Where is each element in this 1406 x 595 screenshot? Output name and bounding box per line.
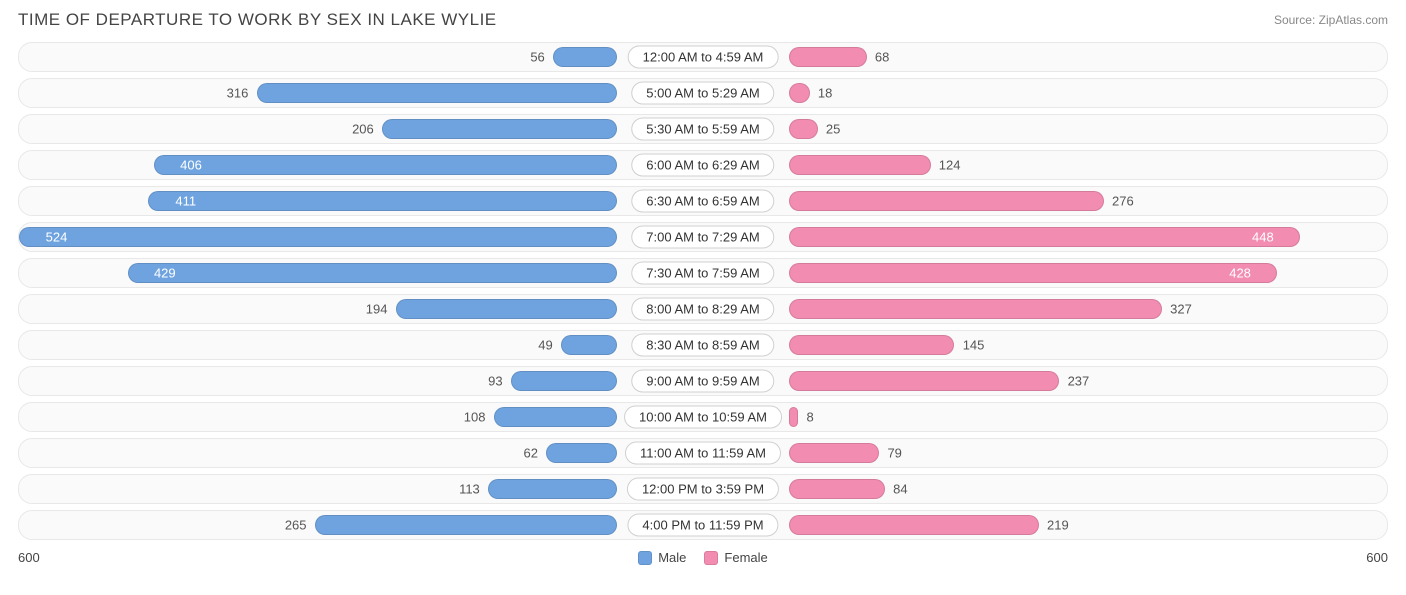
bar-female: [789, 443, 879, 463]
chart-row: 113 84 12:00 PM to 3:59 PM: [18, 474, 1388, 504]
value-male: 194: [366, 302, 388, 317]
bar-male: [561, 335, 617, 355]
chart-source: Source: ZipAtlas.com: [1274, 13, 1388, 27]
bar-female: [789, 371, 1059, 391]
value-female: 124: [939, 158, 961, 173]
bar-male: [546, 443, 617, 463]
value-female: 276: [1112, 194, 1134, 209]
bar-male: [148, 191, 617, 211]
chart-header: TIME OF DEPARTURE TO WORK BY SEX IN LAKE…: [0, 10, 1406, 42]
value-male: 411: [175, 194, 196, 209]
chart-row: 316 18 5:00 AM to 5:29 AM: [18, 78, 1388, 108]
bar-male: [257, 83, 617, 103]
chart-row: 411 276 6:30 AM to 6:59 AM: [18, 186, 1388, 216]
legend-item-female: Female: [704, 550, 767, 565]
bar-female: [789, 119, 818, 139]
value-male: 62: [523, 446, 537, 461]
value-female: 448: [1252, 230, 1274, 245]
category-label: 5:00 AM to 5:29 AM: [631, 82, 774, 105]
bar-female: [789, 407, 798, 427]
value-female: 79: [887, 446, 901, 461]
legend-item-male: Male: [638, 550, 686, 565]
category-label: 5:30 AM to 5:59 AM: [631, 118, 774, 141]
chart-row: 406 124 6:00 AM to 6:29 AM: [18, 150, 1388, 180]
value-female: 145: [963, 338, 985, 353]
category-label: 8:30 AM to 8:59 AM: [631, 334, 774, 357]
bar-female: [789, 155, 930, 175]
legend-swatch-female: [704, 551, 718, 565]
value-female: 428: [1229, 266, 1251, 281]
value-female: 8: [807, 410, 814, 425]
value-male: 206: [352, 122, 374, 137]
category-label: 9:00 AM to 9:59 AM: [631, 370, 774, 393]
bar-female: [789, 335, 954, 355]
value-male: 524: [46, 230, 68, 245]
category-label: 8:00 AM to 8:29 AM: [631, 298, 774, 321]
value-male: 56: [530, 50, 544, 65]
category-label: 12:00 AM to 4:59 AM: [628, 46, 779, 69]
value-female: 237: [1068, 374, 1090, 389]
chart-footer: 600 Male Female 600: [0, 546, 1406, 575]
legend: Male Female: [638, 550, 768, 565]
value-male: 316: [227, 86, 249, 101]
legend-swatch-male: [638, 551, 652, 565]
value-female: 68: [875, 50, 889, 65]
axis-label-right: 600: [1366, 550, 1388, 565]
value-male: 406: [180, 158, 202, 173]
chart-rows: 56 68 12:00 AM to 4:59 AM 316 18 5:00 AM to 5…: [0, 42, 1406, 540]
chart-row: 56 68 12:00 AM to 4:59 AM: [18, 42, 1388, 72]
value-male: 113: [459, 482, 480, 497]
legend-label-female: Female: [724, 550, 767, 565]
value-male: 429: [154, 266, 176, 281]
bar-female: [789, 191, 1104, 211]
bar-female: [789, 47, 867, 67]
chart-row: 49 145 8:30 AM to 8:59 AM: [18, 330, 1388, 360]
value-male: 265: [285, 518, 307, 533]
chart-title: TIME OF DEPARTURE TO WORK BY SEX IN LAKE…: [18, 10, 497, 30]
value-male: 49: [538, 338, 552, 353]
bar-female: [789, 299, 1162, 319]
bar-female: [789, 479, 885, 499]
chart-container: TIME OF DEPARTURE TO WORK BY SEX IN LAKE…: [0, 0, 1406, 575]
category-label: 7:00 AM to 7:29 AM: [631, 226, 774, 249]
chart-row: 194 327 8:00 AM to 8:29 AM: [18, 294, 1388, 324]
bar-female: [789, 227, 1300, 247]
axis-label-left: 600: [18, 550, 40, 565]
category-label: 6:30 AM to 6:59 AM: [631, 190, 774, 213]
bar-male: [488, 479, 617, 499]
chart-row: 265 219 4:00 PM to 11:59 PM: [18, 510, 1388, 540]
value-male: 108: [464, 410, 486, 425]
chart-row: 524 448 7:00 AM to 7:29 AM: [18, 222, 1388, 252]
value-female: 18: [818, 86, 832, 101]
bar-female: [789, 515, 1039, 535]
chart-row: 93 237 9:00 AM to 9:59 AM: [18, 366, 1388, 396]
value-male: 93: [488, 374, 502, 389]
category-label: 10:00 AM to 10:59 AM: [624, 406, 782, 429]
bar-male: [19, 227, 616, 247]
category-label: 4:00 PM to 11:59 PM: [627, 514, 778, 537]
chart-row: 206 25 5:30 AM to 5:59 AM: [18, 114, 1388, 144]
bar-male: [553, 47, 617, 67]
bar-female: [789, 83, 810, 103]
chart-row: 62 79 11:00 AM to 11:59 AM: [18, 438, 1388, 468]
value-female: 327: [1170, 302, 1192, 317]
value-female: 84: [893, 482, 907, 497]
bar-male: [315, 515, 617, 535]
legend-label-male: Male: [658, 550, 686, 565]
bar-male: [396, 299, 617, 319]
category-label: 12:00 PM to 3:59 PM: [627, 478, 779, 501]
bar-male: [382, 119, 617, 139]
bar-female: [789, 263, 1277, 283]
category-label: 6:00 AM to 6:29 AM: [631, 154, 774, 177]
value-female: 25: [826, 122, 840, 137]
category-label: 7:30 AM to 7:59 AM: [631, 262, 774, 285]
bar-male: [494, 407, 617, 427]
category-label: 11:00 AM to 11:59 AM: [625, 442, 781, 465]
chart-row: 108 8 10:00 AM to 10:59 AM: [18, 402, 1388, 432]
bar-male: [128, 263, 617, 283]
chart-row: 429 428 7:30 AM to 7:59 AM: [18, 258, 1388, 288]
bar-male: [154, 155, 617, 175]
bar-male: [511, 371, 617, 391]
value-female: 219: [1047, 518, 1069, 533]
